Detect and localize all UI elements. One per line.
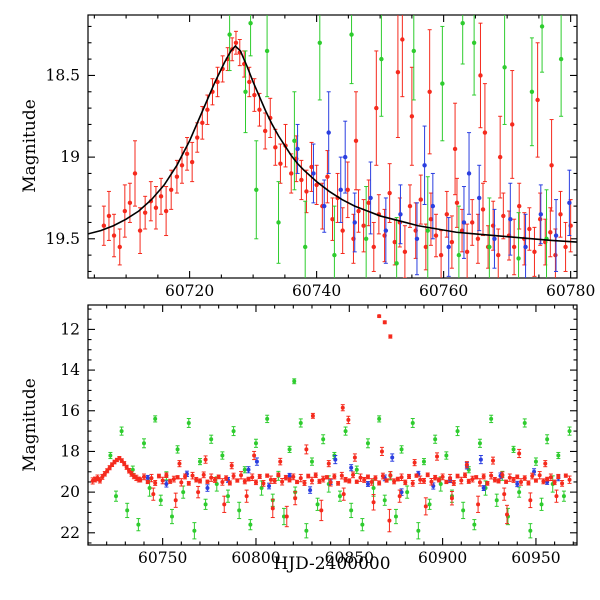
top-y-axis-label: Magnitude	[20, 99, 40, 193]
x-axis-label: HJD-2400000	[273, 554, 391, 574]
bottom-y-axis-label: Magnitude	[20, 378, 40, 472]
